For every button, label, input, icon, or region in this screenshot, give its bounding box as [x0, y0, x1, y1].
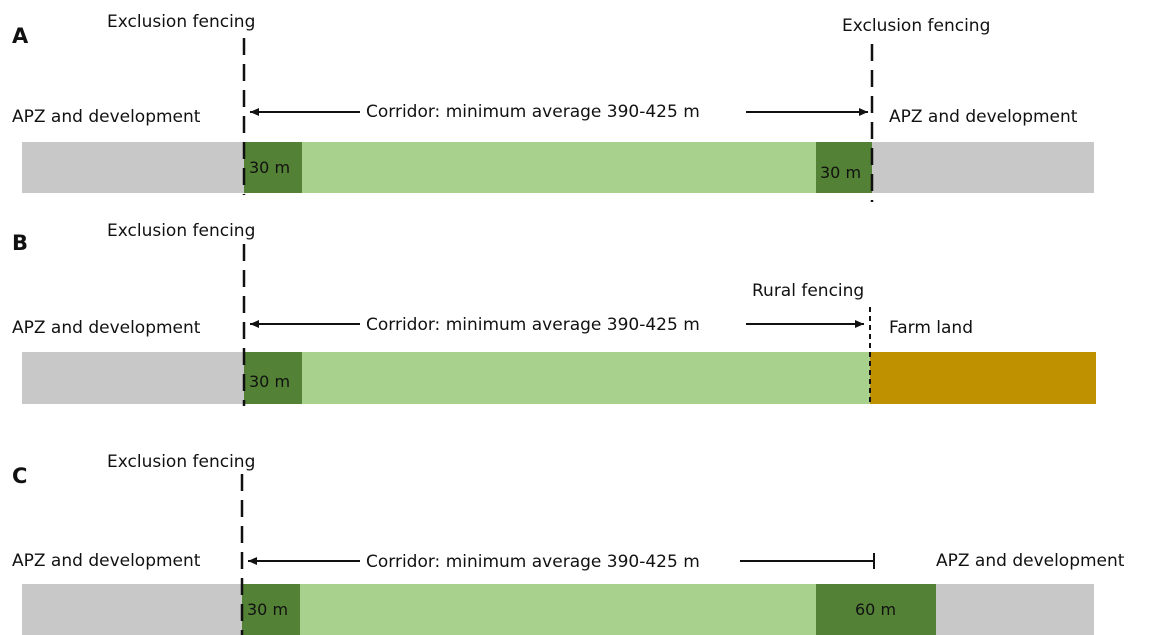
panel-b-left-development-zone — [22, 352, 244, 404]
panel-c-left-buffer-zone — [242, 584, 300, 635]
panel-c-right-development-zone — [936, 584, 1094, 635]
panel-b-letter: B — [12, 231, 28, 255]
panel-b-corridor-label: Corridor: minimum average 390-425 m — [366, 315, 700, 335]
panel-c-right-buffer-label: 60 m — [855, 600, 896, 619]
panel-a-corridor-label: Corridor: minimum average 390-425 m — [366, 102, 700, 122]
panel-a-left-development-zone — [22, 142, 244, 193]
panel-c-left-development-zone — [22, 584, 242, 635]
panel-c-left-buffer-label: 30 m — [247, 600, 288, 619]
panel-c-left-fence-label: Exclusion fencing — [107, 452, 255, 472]
panel-a-corridor-zone — [302, 142, 816, 193]
panel-c-corridor-label: Corridor: minimum average 390-425 m — [366, 552, 700, 572]
panel-a-left-fence-label: Exclusion fencing — [107, 12, 255, 32]
panel-b-left-fence-label: Exclusion fencing — [107, 221, 255, 241]
panel-b-left-zone-label: APZ and development — [12, 318, 201, 338]
panel-b-right-zone-label: Farm land — [889, 318, 973, 338]
panel-c-right-zone-label: APZ and development — [936, 551, 1125, 571]
panel-a-letter: A — [12, 24, 29, 48]
panel-a-right-zone-label: APZ and development — [889, 107, 1078, 127]
panel-c-corridor-zone — [300, 584, 816, 635]
panel-a-right-fence-label: Exclusion fencing — [842, 16, 990, 36]
panel-a-left-zone-label: APZ and development — [12, 107, 201, 127]
panel-c-right-buffer-zone — [816, 584, 936, 635]
panel-b-farm-zone — [870, 352, 1096, 404]
panel-a-left-buffer-label: 30 m — [249, 158, 290, 177]
panel-a-right-development-zone — [872, 142, 1094, 193]
panel-c-letter: C — [12, 464, 27, 488]
panel-c: C Exclusion fencing APZ and development … — [12, 452, 1125, 635]
panel-a-right-buffer-zone — [816, 142, 872, 193]
panel-a-left-buffer-zone — [244, 142, 302, 193]
panel-c-left-zone-label: APZ and development — [12, 551, 201, 571]
panel-b-corridor-zone — [302, 352, 870, 404]
panel-b-right-fence-label: Rural fencing — [752, 281, 864, 301]
panel-a: A Exclusion fencing Exclusion fencing AP… — [12, 12, 1094, 202]
panel-b-left-buffer-zone — [244, 352, 302, 404]
panel-a-right-buffer-label: 30 m — [820, 163, 861, 182]
panel-b-left-buffer-label: 30 m — [249, 372, 290, 391]
panel-b: B Exclusion fencing Rural fencing APZ an… — [12, 221, 1096, 406]
